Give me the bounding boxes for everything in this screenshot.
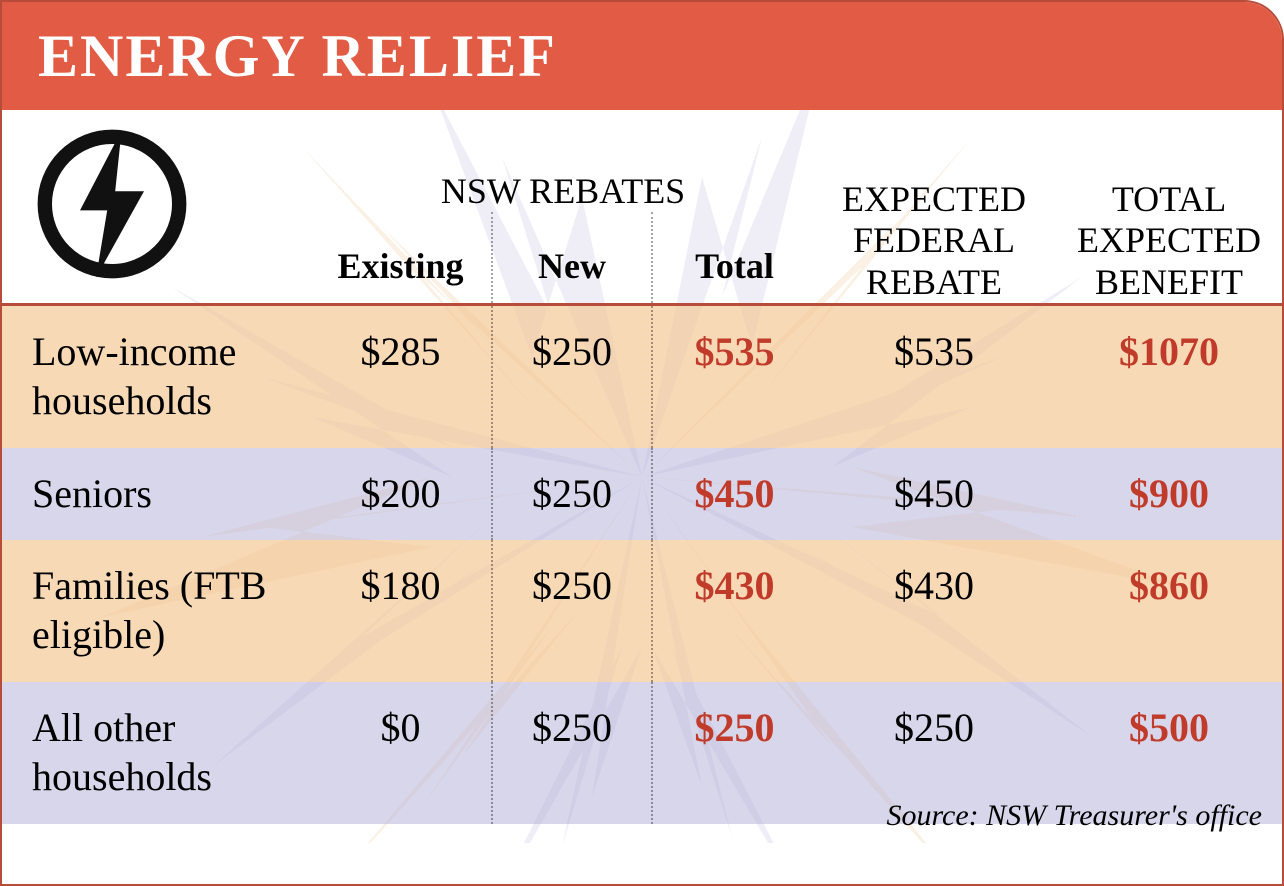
benefit-label: TOTAL EXPECTED BENEFIT — [1077, 179, 1261, 302]
row-new: $250 — [492, 305, 652, 448]
content-area: NSW REBATES EXPECTED FEDERAL REBATE TOTA… — [2, 110, 1282, 843]
col-existing: Existing — [310, 212, 492, 303]
row-benefit: $1070 — [1052, 305, 1284, 448]
icon-cell — [2, 110, 310, 303]
col-group-nsw: NSW REBATES — [310, 110, 816, 212]
row-existing: $180 — [310, 540, 492, 682]
infographic-card: ENERGY RELIEF — [0, 0, 1284, 886]
row-category: Low-income households — [2, 305, 310, 448]
row-new: $250 — [492, 682, 652, 824]
row-total: $430 — [652, 540, 816, 682]
lightning-bolt-icon — [32, 124, 192, 284]
row-federal: $430 — [816, 540, 1052, 682]
table-body: Low-income households $285 $250 $535 $53… — [2, 305, 1284, 824]
row-category: Families (FTB eligible) — [2, 540, 310, 682]
table-row: Low-income households $285 $250 $535 $53… — [2, 305, 1284, 448]
row-federal: $535 — [816, 305, 1052, 448]
table-row: Seniors $200 $250 $450 $450 $900 — [2, 448, 1284, 541]
federal-label: EXPECTED FEDERAL REBATE — [842, 179, 1026, 302]
row-category: Seniors — [2, 448, 310, 541]
row-new: $250 — [492, 540, 652, 682]
row-new: $250 — [492, 448, 652, 541]
table-header: NSW REBATES EXPECTED FEDERAL REBATE TOTA… — [2, 110, 1284, 305]
nsw-rebates-label: NSW REBATES — [441, 171, 685, 211]
row-existing: $200 — [310, 448, 492, 541]
source-line: Source: NSW Treasurer's office — [886, 799, 1262, 833]
row-benefit: $900 — [1052, 448, 1284, 541]
title-text: ENERGY RELIEF — [38, 22, 557, 91]
row-benefit: $860 — [1052, 540, 1284, 682]
col-benefit: TOTAL EXPECTED BENEFIT — [1052, 110, 1284, 303]
title-bar: ENERGY RELIEF — [2, 2, 1282, 110]
table-wrap: NSW REBATES EXPECTED FEDERAL REBATE TOTA… — [2, 110, 1282, 843]
row-existing: $285 — [310, 305, 492, 448]
col-new: New — [492, 212, 652, 303]
row-total: $250 — [652, 682, 816, 824]
row-federal: $450 — [816, 448, 1052, 541]
row-total: $450 — [652, 448, 816, 541]
rebate-table: NSW REBATES EXPECTED FEDERAL REBATE TOTA… — [2, 110, 1284, 824]
table-row: Families (FTB eligible) $180 $250 $430 $… — [2, 540, 1284, 682]
row-total: $535 — [652, 305, 816, 448]
row-existing: $0 — [310, 682, 492, 824]
col-federal: EXPECTED FEDERAL REBATE — [816, 110, 1052, 303]
col-total: Total — [652, 212, 816, 303]
row-category: All other households — [2, 682, 310, 824]
